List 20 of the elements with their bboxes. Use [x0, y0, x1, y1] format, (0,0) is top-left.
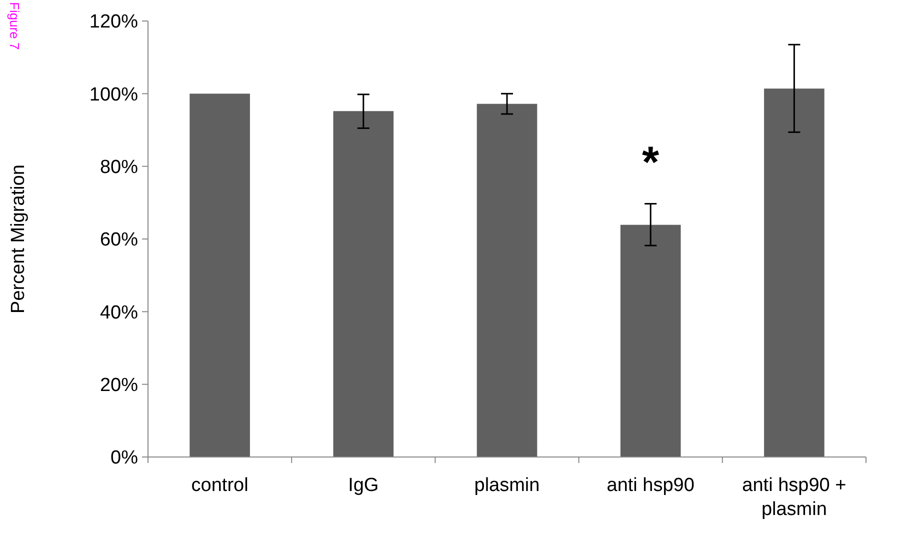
bar — [476, 104, 538, 457]
y-tick-label: 120% — [89, 12, 138, 33]
y-tick-label: 0% — [110, 448, 138, 469]
y-tick-label: 40% — [100, 302, 138, 324]
annotation: * — [642, 138, 660, 187]
x-tick-label: IgG — [348, 475, 379, 496]
y-tick-label: 100% — [89, 84, 138, 106]
bar — [190, 94, 250, 457]
bar — [764, 88, 824, 457]
y-tick-label: 20% — [100, 374, 138, 396]
x-tick-label: anti hsp90 — [606, 475, 694, 496]
y-tick-label: 80% — [100, 156, 138, 178]
bar — [620, 224, 681, 457]
bar — [333, 111, 394, 457]
x-tick-label: plasmin — [474, 475, 540, 496]
y-axis-title: Percent Migration — [8, 164, 29, 314]
y-tick-label: 60% — [100, 230, 138, 251]
x-tick-label: anti hsp90 + plasmin — [742, 475, 846, 520]
caption: Figure 7 — [7, 2, 22, 50]
x-tick-label: control — [191, 475, 248, 496]
